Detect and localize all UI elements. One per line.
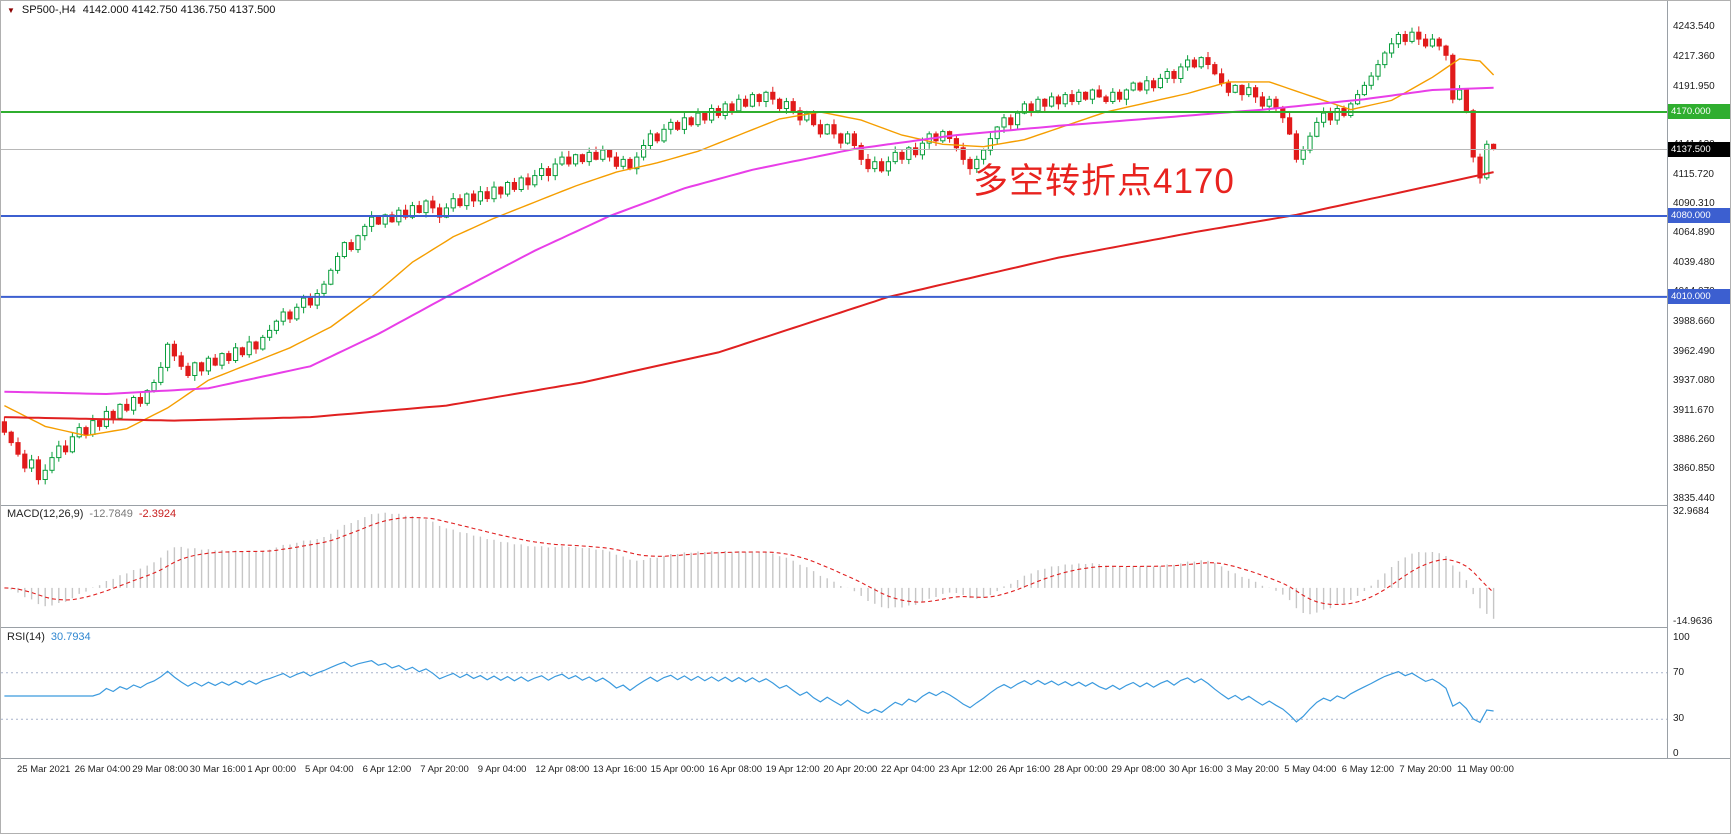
time-axis-label: 9 Apr 04:00 xyxy=(477,764,527,775)
rsi-value: 30.7934 xyxy=(50,631,91,643)
time-axis-label: 16 Apr 08:00 xyxy=(708,764,763,775)
time-axis-label: 5 Apr 04:00 xyxy=(305,764,354,775)
rsi-axis-label: 0 xyxy=(1673,748,1679,759)
price-axis-label: 3835.440 xyxy=(1673,492,1715,504)
symbol-dropdown-icon[interactable]: ▼ xyxy=(7,5,15,15)
time-axis-label: 19 Apr 12:00 xyxy=(765,764,820,775)
time-axis-label: 29 Apr 08:00 xyxy=(1111,764,1166,775)
time-axis-label: 3 May 20:00 xyxy=(1226,764,1279,775)
price-axis-label: 3962.490 xyxy=(1673,345,1715,357)
price-axis-label: 3886.260 xyxy=(1673,433,1715,445)
time-axis-label: 13 Apr 16:00 xyxy=(593,764,647,775)
time-axis-label: 15 Apr 00:00 xyxy=(650,764,705,775)
time-axis-label: 20 Apr 20:00 xyxy=(823,764,878,775)
rsi-name: RSI(14) xyxy=(7,631,45,643)
time-axis[interactable]: 25 Mar 2021 26 Mar 04:00 29 Mar 08:00 30 Ma… xyxy=(1,760,1730,782)
rsi-axis-label: 70 xyxy=(1673,666,1685,678)
price-axis-label: 3988.660 xyxy=(1673,315,1715,327)
price-axis-label: 4039.480 xyxy=(1673,256,1715,268)
price-axis-label: 4090.310 xyxy=(1673,198,1715,210)
price-axis-separator xyxy=(1667,1,1668,758)
symbol-header: ▼ SP500-,H4 4142.000 4142.750 4136.750 4… xyxy=(7,4,275,16)
price-tag: 4080.000 xyxy=(1668,208,1730,223)
time-axis-label: 11 May 00:00 xyxy=(1457,764,1514,775)
time-axis-label: 6 May 12:00 xyxy=(1341,764,1395,775)
time-axis-label: 30 Mar 16:00 xyxy=(189,764,246,775)
time-axis-label: 6 Apr 12:00 xyxy=(362,764,412,775)
symbol-title: SP500-,H4 xyxy=(21,4,76,16)
price-tag: 4137.500 xyxy=(1668,141,1730,157)
price-axis-label: 4064.890 xyxy=(1673,227,1715,239)
macd-name: MACD(12,26,9) xyxy=(7,508,84,520)
time-axis-label: 30 Apr 16:00 xyxy=(1169,764,1223,775)
time-axis-label: 1 Apr 00:00 xyxy=(247,764,296,775)
time-axis-label: 23 Apr 12:00 xyxy=(938,764,993,775)
price-axis-label: 3911.670 xyxy=(1673,404,1714,416)
price-axis-label: 3860.850 xyxy=(1673,463,1715,475)
time-axis-label: 22 Apr 04:00 xyxy=(881,764,935,775)
macd-indicator-label: MACD(12,26,9) -12.7849 -2.3924 xyxy=(7,508,176,520)
annotation-text: 多空转折点4170 xyxy=(973,162,1235,201)
macd-signal-value: -2.3924 xyxy=(138,508,177,520)
time-axis-label: 12 Apr 08:00 xyxy=(535,764,590,775)
time-axis-label: 29 Mar 08:00 xyxy=(132,764,189,775)
price-axis-label: 4243.540 xyxy=(1673,20,1715,32)
macd-axis-label: 32.9684 xyxy=(1673,505,1710,517)
rsi-axis-label: 30 xyxy=(1673,713,1685,725)
time-axis-label: 7 Apr 20:00 xyxy=(420,764,469,775)
rsi-indicator-label: RSI(14) 30.7934 xyxy=(7,631,91,643)
time-axis-label: 5 May 04:00 xyxy=(1284,764,1337,775)
price-tag: 4010.000 xyxy=(1668,288,1730,304)
price-axis-label: 4217.360 xyxy=(1673,51,1715,63)
macd-axis-label: -14.9636 xyxy=(1673,616,1713,628)
time-axis-label: 26 Apr 16:00 xyxy=(996,764,1051,775)
price-axis-label: 4115.720 xyxy=(1673,168,1714,180)
macd-main-value: -12.7849 xyxy=(89,508,133,520)
time-axis-label: 25 Mar 2021 xyxy=(17,764,71,775)
panel-separator-rsi[interactable] xyxy=(1,627,1730,628)
time-axis-label: 7 May 20:00 xyxy=(1399,764,1452,775)
price-axis-label: 4191.950 xyxy=(1673,80,1715,92)
rsi-axis-label: 100 xyxy=(1673,632,1690,643)
time-axis-label: 28 Apr 00:00 xyxy=(1053,764,1108,775)
price-axis-label: 3937.080 xyxy=(1673,375,1715,387)
panel-separator-macd[interactable] xyxy=(1,505,1730,506)
time-axis-label: 26 Mar 04:00 xyxy=(74,764,131,775)
symbol-ohlc-values: 4142.000 4142.750 4136.750 4137.500 xyxy=(82,4,276,16)
price-tag: 4170.000 xyxy=(1668,103,1730,119)
price-axis[interactable]: 4243.5404217.3604191.9504166.5404141.130… xyxy=(1668,1,1730,759)
panel-separator-timeaxis xyxy=(1,758,1730,759)
